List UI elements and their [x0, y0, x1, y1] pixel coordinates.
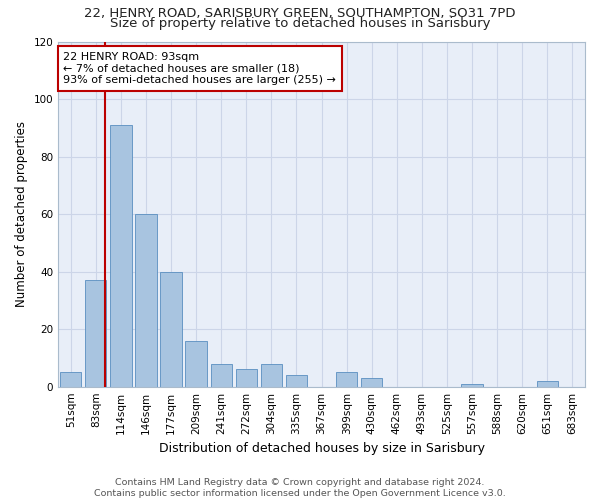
Text: 22, HENRY ROAD, SARISBURY GREEN, SOUTHAMPTON, SO31 7PD: 22, HENRY ROAD, SARISBURY GREEN, SOUTHAM…: [84, 8, 516, 20]
Bar: [160, 272, 182, 386]
Bar: [361, 378, 382, 386]
Text: 22 HENRY ROAD: 93sqm
← 7% of detached houses are smaller (18)
93% of semi-detach: 22 HENRY ROAD: 93sqm ← 7% of detached ho…: [64, 52, 337, 85]
Bar: [185, 340, 207, 386]
Y-axis label: Number of detached properties: Number of detached properties: [15, 121, 28, 307]
Bar: [286, 375, 307, 386]
Bar: [461, 384, 483, 386]
Bar: [336, 372, 358, 386]
Text: Contains HM Land Registry data © Crown copyright and database right 2024.
Contai: Contains HM Land Registry data © Crown c…: [94, 478, 506, 498]
Text: Size of property relative to detached houses in Sarisbury: Size of property relative to detached ho…: [110, 18, 490, 30]
Bar: [60, 372, 82, 386]
Bar: [110, 125, 131, 386]
Bar: [236, 370, 257, 386]
Bar: [85, 280, 106, 386]
X-axis label: Distribution of detached houses by size in Sarisbury: Distribution of detached houses by size …: [158, 442, 485, 455]
Bar: [136, 214, 157, 386]
Bar: [261, 364, 282, 386]
Bar: [537, 381, 558, 386]
Bar: [211, 364, 232, 386]
